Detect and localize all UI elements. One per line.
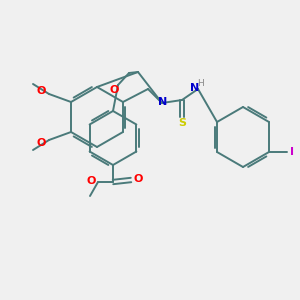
Text: O: O: [36, 86, 46, 96]
Text: O: O: [36, 138, 46, 148]
Text: O: O: [133, 174, 143, 184]
Text: S: S: [178, 118, 186, 128]
Text: I: I: [290, 147, 294, 157]
Text: O: O: [86, 176, 96, 186]
Text: N: N: [158, 97, 168, 107]
Text: N: N: [190, 83, 200, 93]
Text: H: H: [198, 80, 204, 88]
Text: O: O: [109, 85, 119, 95]
